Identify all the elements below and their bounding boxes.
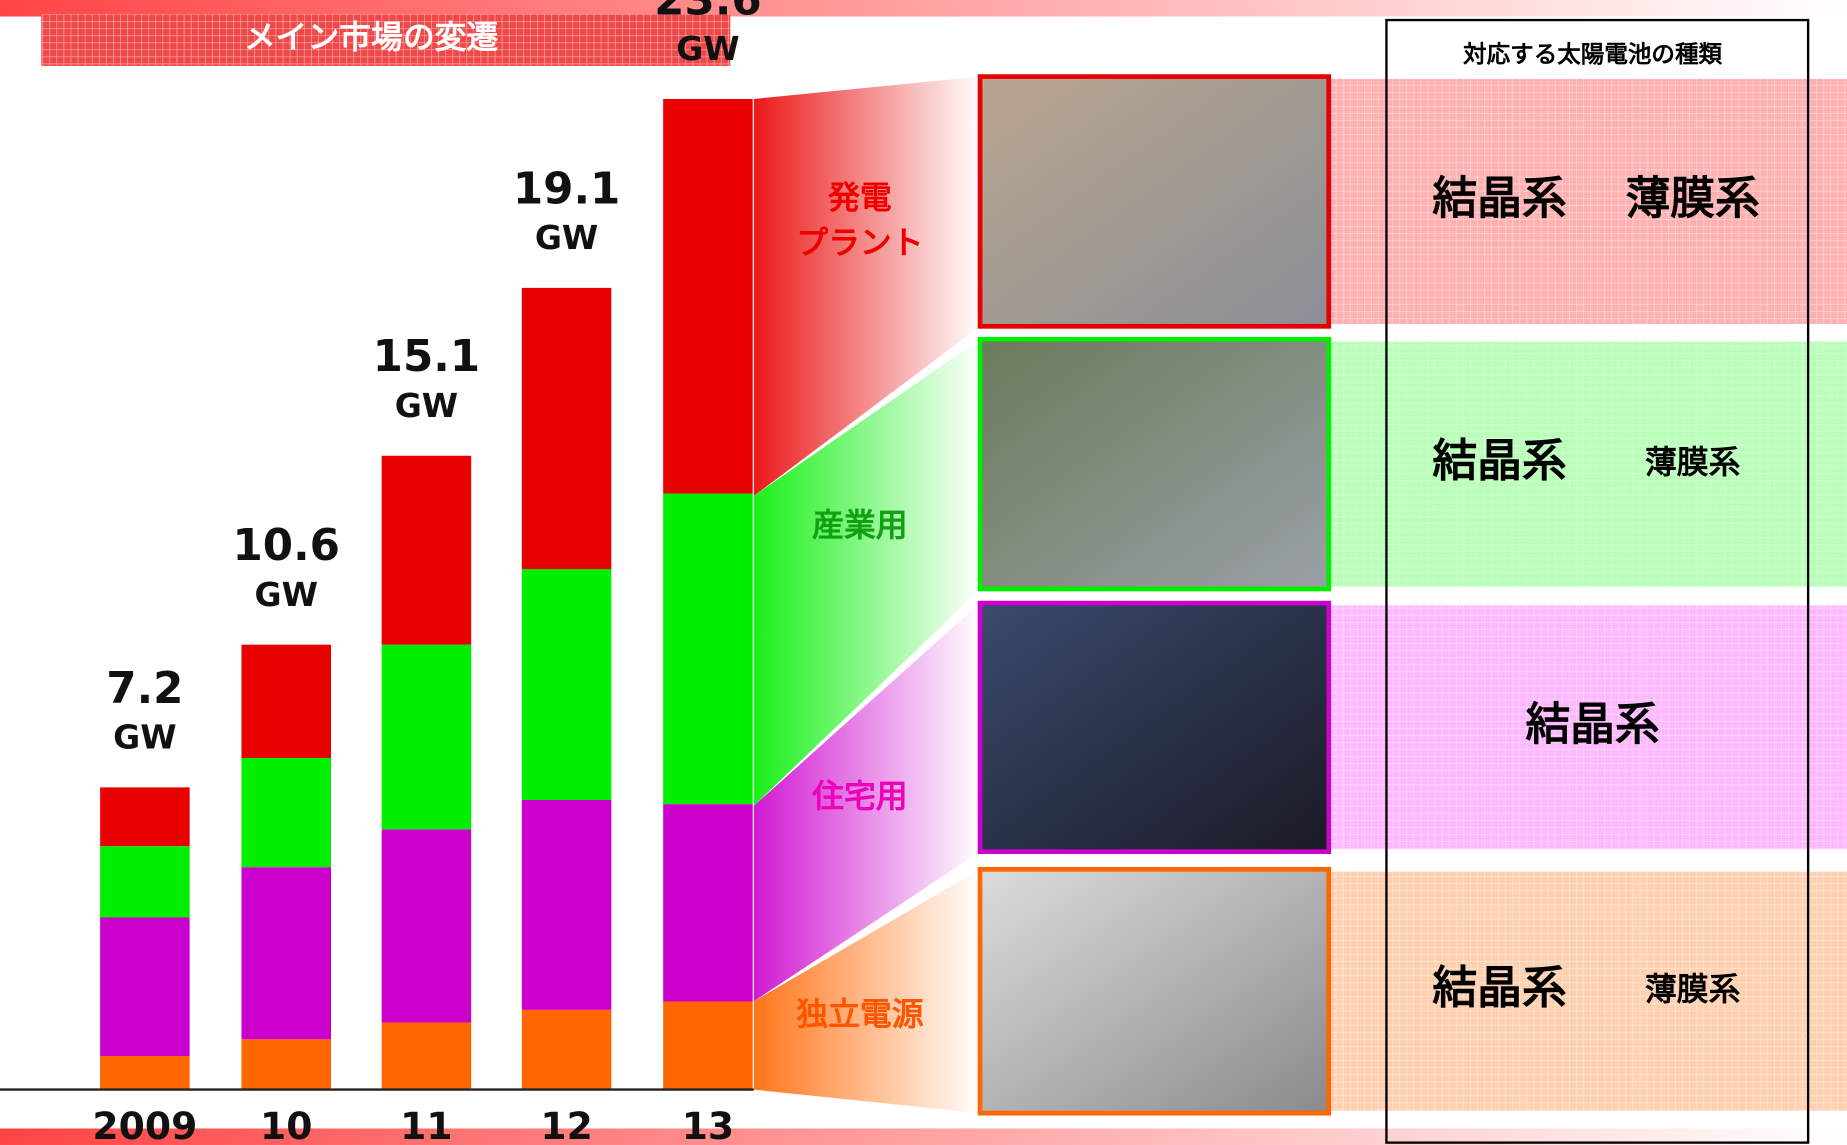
- series-label-wrap: 住宅用: [766, 744, 954, 850]
- bar-segment: [663, 1001, 753, 1090]
- total-label: 23.6: [654, 0, 762, 25]
- bar-segment: [663, 804, 753, 1002]
- panel-cell: 結晶系: [1432, 961, 1566, 1014]
- series-label-box: 住宅用: [766, 744, 954, 850]
- bar-segment: [521, 1009, 612, 1090]
- connector-wedge: [753, 339, 981, 806]
- bar-segment: [241, 1039, 331, 1090]
- x-tick-label: 2009: [92, 1104, 197, 1145]
- panel-cell: 結晶系: [1525, 697, 1659, 750]
- panel-cell: 薄膜系: [1645, 971, 1741, 1008]
- bar-segment: [521, 287, 612, 570]
- photo: [977, 336, 1332, 592]
- panel-row-texture: [1328, 341, 1847, 587]
- panel-row-texture: [1328, 605, 1847, 850]
- bar-segment: [241, 757, 331, 868]
- bar-segment: [381, 644, 472, 830]
- series-label: 住宅用: [812, 778, 908, 816]
- bar-segment: [663, 493, 753, 805]
- chart-title: メイン市場の変遷: [244, 19, 499, 56]
- total-label: 19.1: [513, 164, 621, 214]
- panel-title: 対応する太陽電池の種類: [1463, 40, 1722, 68]
- unit-label: GW: [676, 29, 739, 68]
- total-label: 15.1: [373, 332, 481, 382]
- bar-segment: [521, 569, 612, 800]
- x-tick-label: 11: [400, 1104, 452, 1145]
- series-label-wrap: 産業用: [766, 474, 954, 580]
- bar-segment: [100, 1056, 190, 1090]
- panel-cell: 薄膜系: [1645, 444, 1741, 481]
- x-tick-label: 13: [682, 1104, 734, 1145]
- unit-label: GW: [255, 575, 318, 614]
- series-label: 産業用: [812, 507, 908, 545]
- connector-wedge: [753, 603, 981, 1002]
- unit-label: GW: [395, 386, 458, 425]
- bar-segment: [100, 846, 190, 918]
- series-label-wrap: 独立電源: [766, 962, 954, 1068]
- series-label-wrap: 発電 プラント: [766, 168, 954, 274]
- bars: 7.2 GW 2009 10.6 GW 10 15.1 GW 11 19.1 GW 12 23.6 GW 1…: [92, 0, 761, 1145]
- panel-cell: 結晶系: [1432, 434, 1566, 487]
- photo: [977, 866, 1332, 1116]
- bar-segment: [381, 455, 472, 645]
- panel-row-texture: [1328, 871, 1847, 1111]
- bar-segment: [663, 98, 753, 494]
- unit-label: GW: [113, 718, 176, 757]
- bar-segment: [381, 829, 472, 1023]
- panel-cell: 薄膜系: [1626, 171, 1760, 224]
- x-tick-label: 10: [260, 1104, 312, 1145]
- bar-segment: [100, 787, 190, 847]
- x-tick-label: 12: [540, 1104, 592, 1145]
- total-label: 7.2: [106, 664, 183, 714]
- series-label-box: 発電 プラント: [766, 168, 954, 274]
- connector-wedge: [753, 76, 981, 496]
- photo: [977, 74, 1332, 329]
- panel-row-texture: [1328, 78, 1847, 324]
- bar-segment: [241, 644, 331, 758]
- bar-segment: [521, 799, 612, 1010]
- title-box-texture: [41, 14, 731, 66]
- total-label: 10.6: [232, 521, 340, 571]
- panel-frame: [1385, 18, 1810, 1144]
- series-label: 独立電源: [796, 996, 924, 1034]
- bar-segment: [381, 1022, 472, 1090]
- bar-segment: [100, 917, 190, 1057]
- series-label-box: 独立電源: [766, 962, 954, 1068]
- connector-wedge: [753, 869, 981, 1114]
- photo: [977, 600, 1332, 855]
- series-label-box: 産業用: [766, 474, 954, 580]
- bar-segment: [241, 867, 331, 1040]
- unit-label: GW: [535, 218, 598, 257]
- panel-cell: 結晶系: [1432, 171, 1566, 224]
- series-label: 発電 プラント: [796, 180, 924, 262]
- top-band: [0, 0, 1847, 17]
